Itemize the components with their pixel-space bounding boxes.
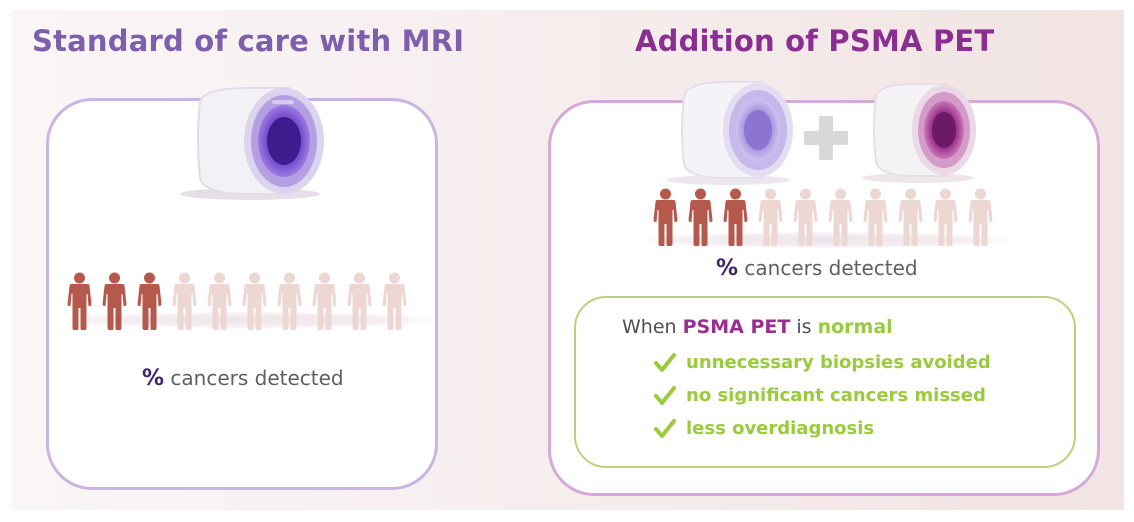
person-icon bbox=[828, 188, 853, 246]
infographic: Standard of care with MRI Addition of PS… bbox=[12, 10, 1124, 510]
check-icon bbox=[654, 352, 676, 372]
mri-scanner-icon bbox=[180, 87, 324, 200]
list-item-label: no significant cancers missed bbox=[686, 385, 986, 406]
list-item: no significant cancers missed bbox=[654, 385, 986, 406]
info-normal: normal bbox=[817, 316, 893, 338]
percent-symbol: % bbox=[142, 366, 165, 391]
person-icon bbox=[137, 272, 162, 330]
person-icon bbox=[933, 188, 958, 246]
person-icon bbox=[242, 272, 267, 330]
person-icon bbox=[863, 188, 888, 246]
info-heading: When PSMA PET is normal bbox=[622, 316, 893, 338]
check-icon bbox=[654, 385, 676, 405]
list-item-label: unnecessary biopsies avoided bbox=[686, 352, 991, 373]
person-icon bbox=[688, 188, 713, 246]
person-icon bbox=[67, 272, 92, 330]
person-icon bbox=[723, 188, 748, 246]
person-icon bbox=[312, 272, 337, 330]
mri-detected-text: % cancers detected bbox=[142, 366, 344, 391]
psma-normal-box: When PSMA PET is normal unnecessary biop… bbox=[574, 296, 1076, 468]
left-title: Standard of care with MRI bbox=[32, 24, 465, 58]
person-icon bbox=[382, 272, 407, 330]
person-icon bbox=[758, 188, 783, 246]
people-row-psma bbox=[648, 188, 998, 246]
person-icon bbox=[102, 272, 127, 330]
info-prefix: When bbox=[622, 316, 677, 338]
person-icon bbox=[207, 272, 232, 330]
person-icon bbox=[653, 188, 678, 246]
detected-label: cancers detected bbox=[744, 256, 918, 280]
mri-scanner-icon bbox=[666, 81, 793, 185]
percent-symbol: % bbox=[716, 256, 739, 281]
detected-label: cancers detected bbox=[170, 366, 344, 390]
person-icon bbox=[277, 272, 302, 330]
person-icon bbox=[347, 272, 372, 330]
list-item: unnecessary biopsies avoided bbox=[654, 352, 991, 373]
psma-detected-text: % cancers detected bbox=[716, 256, 918, 281]
list-item: less overdiagnosis bbox=[654, 418, 874, 439]
plus-icon bbox=[804, 116, 848, 160]
person-icon bbox=[172, 272, 197, 330]
check-icon bbox=[654, 418, 676, 438]
person-icon bbox=[898, 188, 923, 246]
person-icon bbox=[793, 188, 818, 246]
people-row-mri bbox=[62, 272, 412, 330]
info-mid: is bbox=[796, 316, 812, 338]
list-item-label: less overdiagnosis bbox=[686, 418, 875, 439]
pet-scanner-icon bbox=[862, 83, 976, 183]
info-psma: PSMA PET bbox=[682, 316, 791, 338]
person-icon bbox=[968, 188, 993, 246]
right-title: Addition of PSMA PET bbox=[635, 24, 995, 58]
